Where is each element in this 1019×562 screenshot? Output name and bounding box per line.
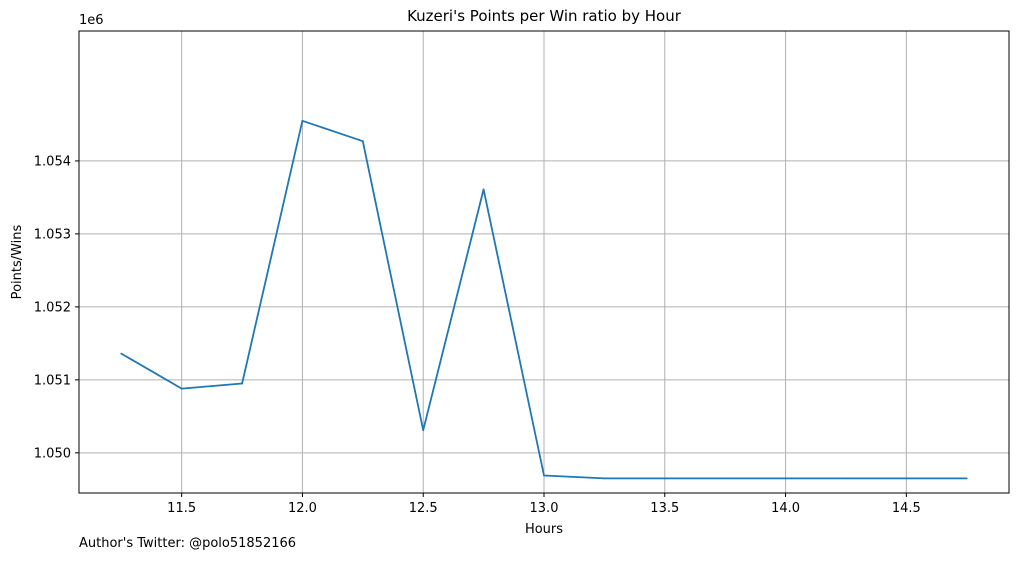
data-point [603, 477, 606, 480]
data-point [120, 352, 123, 355]
data-point [543, 474, 545, 477]
x-tick-label: 13.5 [650, 501, 679, 516]
y-tick-label: 1.054 [34, 154, 71, 169]
x-axis-label: Hours [525, 522, 563, 537]
chart-title: Kuzeri's Points per Win ratio by Hour [407, 7, 682, 25]
data-point [784, 477, 787, 480]
y-axis-label: Points/Wins [10, 224, 25, 299]
x-tick-label: 12.5 [409, 501, 438, 516]
data-point [361, 140, 364, 143]
x-tick-label: 14.5 [892, 501, 921, 516]
data-point [663, 477, 666, 480]
data-point [482, 188, 485, 191]
x-tick-label: 13.0 [530, 501, 559, 516]
y-tick-label: 1.052 [34, 300, 71, 315]
y-offset-label: 1e6 [79, 13, 104, 28]
grid-lines [79, 31, 1009, 493]
y-tick-label: 1.051 [34, 373, 71, 388]
data-point [905, 477, 908, 480]
x-tick-label: 14.0 [771, 501, 800, 516]
x-tick-label: 12.0 [288, 501, 317, 516]
data-point [965, 477, 968, 480]
data-point [241, 382, 243, 385]
data-point [724, 477, 727, 480]
axis-ticks: 11.5 12.0 12.5 13.0 13.5 14.0 14.5 1.050 1.051 1.… [34, 154, 921, 516]
data-point [301, 119, 304, 122]
y-tick-label: 1.050 [34, 446, 71, 461]
data-point [845, 477, 847, 480]
y-tick-label: 1.053 [34, 227, 71, 242]
series-layer [120, 119, 968, 480]
data-point [422, 429, 425, 432]
data-point [180, 387, 183, 390]
x-tick-label: 11.5 [167, 501, 196, 516]
author-twitter-note: Author's Twitter: @polo51852166 [79, 536, 297, 551]
